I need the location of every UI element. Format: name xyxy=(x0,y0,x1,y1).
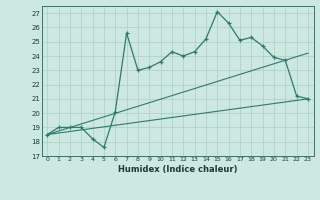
X-axis label: Humidex (Indice chaleur): Humidex (Indice chaleur) xyxy=(118,165,237,174)
